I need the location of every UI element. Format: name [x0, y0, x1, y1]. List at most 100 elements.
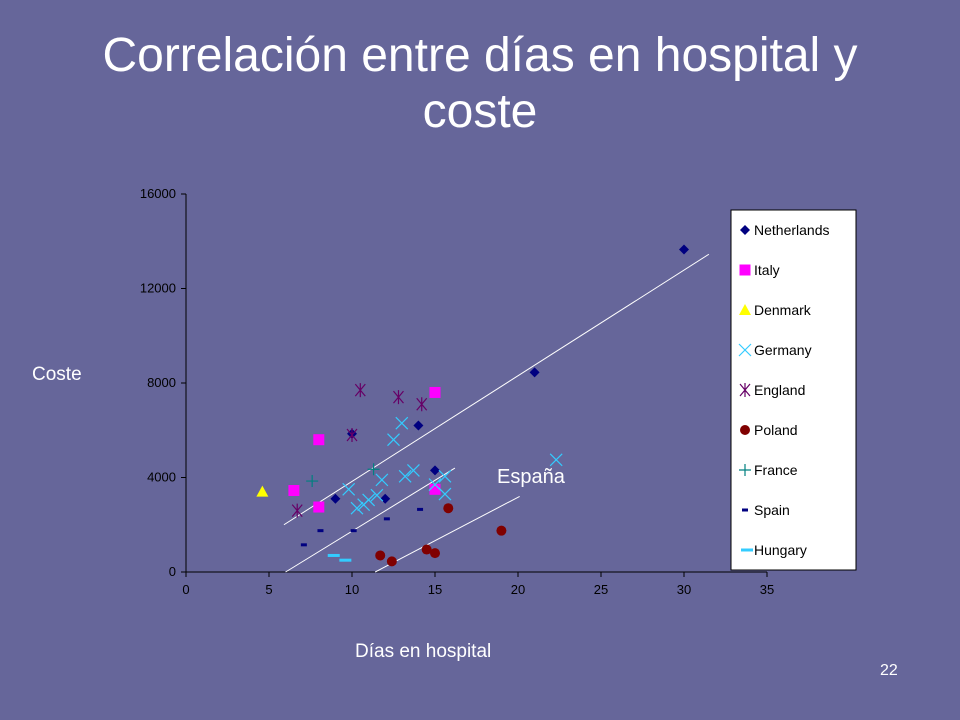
chart-legend: Netherlands Italy Denmark Germany England Pol… [730, 209, 857, 571]
trend-line [283, 253, 710, 526]
x-tick-label: 15 [428, 582, 442, 597]
legend-item-italy: Italy [739, 262, 780, 278]
data-point-netherlands [380, 493, 391, 504]
data-point-hungary [339, 558, 352, 562]
y-tick-label: 0 [169, 564, 176, 579]
x-tick-label: 5 [265, 582, 272, 597]
legend-item-england: England [739, 382, 805, 398]
legend-marker-netherlands [740, 225, 750, 235]
data-point-england [416, 397, 428, 412]
data-point-netherlands [529, 367, 540, 378]
data-point-spain [317, 529, 324, 533]
legend-label-hungary: Hungary [754, 542, 807, 558]
data-point-england [354, 383, 366, 398]
data-point-germany [549, 453, 563, 467]
y-axis-label: Coste [32, 364, 82, 385]
legend-marker-france [739, 464, 751, 476]
data-point-netherlands [679, 244, 689, 255]
legend-marker-poland [740, 425, 750, 435]
trend-lines [283, 253, 710, 573]
x-tick-label: 25 [594, 582, 608, 597]
x-tick-label: 0 [182, 582, 189, 597]
legend-label-germany: Germany [754, 342, 812, 358]
data-point-france [367, 463, 380, 476]
legend-item-germany: Germany [738, 342, 812, 358]
legend-label-italy: Italy [754, 262, 780, 278]
legend-marker-italy [739, 264, 751, 276]
data-point-poland [496, 525, 507, 536]
x-tick-label: 35 [760, 582, 774, 597]
x-axis-label: Días en hospital [355, 641, 492, 662]
data-point-france [306, 475, 319, 488]
x-tick-label: 20 [511, 582, 525, 597]
data-point-germany [438, 469, 452, 483]
data-point-england [393, 390, 404, 405]
legend-box [730, 209, 857, 571]
data-point-hungary [327, 553, 340, 557]
y-tick-label: 16000 [140, 186, 176, 201]
data-point-poland [375, 550, 386, 561]
legend-marker-denmark [739, 304, 751, 315]
legend-marker-hungary [741, 548, 753, 552]
y-tick-label: 12000 [140, 281, 176, 296]
data-point-italy [313, 434, 325, 446]
x-tick-label: 30 [677, 582, 691, 597]
legend-marker-spain [742, 508, 748, 512]
slide-title: Correlación entre días en hospital y cos… [0, 28, 960, 140]
data-points [256, 244, 689, 567]
data-point-netherlands [330, 493, 341, 504]
data-point-germany [395, 416, 409, 430]
chart-axes: 0 5 10 15 20 25 30 35 0 4000 8000 12000 16000 [140, 186, 774, 597]
slide-title-line-2: coste [422, 85, 538, 138]
data-point-italy [313, 501, 325, 513]
legend-label-spain: Spain [754, 502, 790, 518]
legend-item-spain: Spain [742, 502, 790, 518]
data-point-germany [398, 469, 412, 483]
data-point-spain [350, 529, 357, 533]
data-point-italy [288, 484, 300, 496]
legend-item-poland: Poland [740, 422, 798, 438]
legend-label-england: England [754, 382, 805, 398]
data-point-netherlands [430, 465, 440, 476]
data-point-germany [350, 501, 364, 515]
legend-label-denmark: Denmark [754, 302, 812, 318]
data-point-italy [429, 483, 441, 495]
legend-item-france: France [739, 462, 798, 478]
data-point-germany [438, 487, 452, 501]
data-point-poland [430, 548, 440, 559]
data-point-spain [383, 517, 390, 521]
data-point-germany [387, 433, 400, 447]
legend-label-netherlands: Netherlands [754, 222, 830, 238]
data-point-poland [386, 556, 397, 567]
data-point-poland [443, 503, 454, 514]
legend-item-denmark: Denmark [739, 302, 812, 318]
data-point-germany [342, 482, 356, 496]
legend-label-france: France [754, 462, 798, 478]
legend-item-netherlands: Netherlands [740, 222, 830, 238]
page-number: 22 [880, 662, 898, 679]
trend-line [375, 495, 520, 573]
data-point-germany [362, 493, 376, 507]
y-tick-label: 4000 [147, 470, 176, 485]
data-point-england [291, 503, 303, 518]
data-point-germany [375, 473, 389, 487]
data-point-spain [417, 507, 424, 511]
data-point-germany [406, 463, 420, 477]
trend-line [285, 467, 456, 573]
legend-marker-england [739, 383, 751, 397]
x-tick-label: 10 [345, 582, 359, 597]
data-point-poland [421, 544, 432, 555]
y-tick-label: 8000 [147, 375, 176, 390]
legend-item-hungary: Hungary [741, 542, 807, 558]
data-point-denmark [256, 485, 269, 497]
spain-annotation: España [497, 466, 565, 488]
data-point-italy [429, 386, 441, 398]
data-point-germany [370, 488, 384, 502]
data-point-netherlands [413, 420, 424, 431]
slide-title-line-1: Correlación entre días en hospital y [102, 29, 858, 82]
legend-marker-germany [738, 343, 752, 357]
data-point-england [346, 427, 358, 442]
data-point-spain [300, 543, 307, 547]
legend-label-poland: Poland [754, 422, 798, 438]
